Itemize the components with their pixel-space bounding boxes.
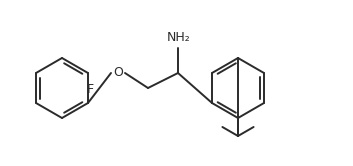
Text: F: F bbox=[86, 83, 94, 96]
Text: O: O bbox=[113, 67, 123, 80]
Text: NH₂: NH₂ bbox=[167, 31, 191, 44]
